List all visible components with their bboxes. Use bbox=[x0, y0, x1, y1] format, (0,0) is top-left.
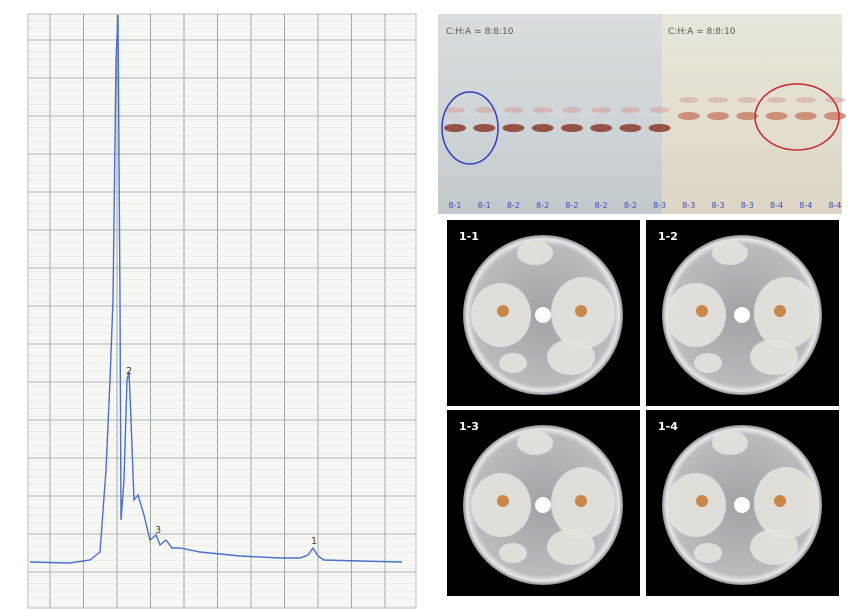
paper-grid bbox=[28, 14, 416, 608]
fungal-colony bbox=[754, 277, 818, 349]
fungal-colony bbox=[694, 543, 722, 563]
tlc-spot bbox=[560, 124, 583, 132]
lane-label: 8-4 bbox=[828, 201, 841, 210]
fungal-colony bbox=[666, 473, 726, 537]
fungal-colony bbox=[750, 529, 798, 565]
tlc-spot bbox=[502, 124, 525, 132]
tlc-spot bbox=[824, 112, 846, 120]
lane-label: 8-2 bbox=[536, 201, 549, 210]
tlc-spot bbox=[619, 124, 642, 132]
fungal-colony bbox=[754, 467, 818, 539]
peak-label: 2 bbox=[126, 366, 132, 377]
chromatogram-trace bbox=[29, 14, 403, 564]
fungal-colony bbox=[547, 339, 595, 375]
tlc-spot bbox=[561, 107, 582, 113]
tlc-header: C:H:A = 8:8:10 bbox=[446, 27, 514, 37]
tlc-spot bbox=[795, 97, 816, 103]
lane-label: 8-3 bbox=[682, 201, 695, 210]
tlc-header: C:H:A = 8:8:10 bbox=[668, 27, 736, 37]
lane-label: 8-2 bbox=[507, 201, 520, 210]
inoculum bbox=[575, 495, 587, 507]
inoculum bbox=[696, 495, 708, 507]
fungal-colony bbox=[712, 241, 748, 265]
tlc-spot bbox=[648, 124, 671, 132]
chart-paper bbox=[27, 13, 417, 609]
plate-label: 1-3 bbox=[459, 420, 479, 433]
fungal-colony bbox=[694, 353, 722, 373]
fungal-colony bbox=[499, 543, 527, 563]
tlc-spot bbox=[591, 107, 612, 113]
lane-label: 8-2 bbox=[595, 201, 608, 210]
lane-label: 8-2 bbox=[624, 201, 637, 210]
lane-label: 8-2 bbox=[565, 201, 578, 210]
plate-label: 1-2 bbox=[658, 230, 678, 243]
peak-label: 3 bbox=[155, 525, 161, 536]
lane-label: 8-4 bbox=[770, 201, 783, 210]
peak-label: 1 bbox=[311, 536, 317, 547]
tlc-spot bbox=[620, 107, 641, 113]
inoculum bbox=[696, 305, 708, 317]
lane-label: 8-3 bbox=[741, 201, 754, 210]
inoculum bbox=[575, 305, 587, 317]
fungal-colony bbox=[517, 431, 553, 455]
lane-label: 8-1 bbox=[478, 201, 491, 210]
tlc-spot bbox=[765, 112, 788, 120]
tlc-spot bbox=[473, 124, 496, 132]
tlc-spot bbox=[649, 107, 670, 113]
tlc-spot bbox=[532, 107, 553, 113]
tlc-spot bbox=[825, 97, 845, 103]
tlc-spot bbox=[503, 107, 524, 113]
paper-disc bbox=[734, 497, 750, 513]
lane-label: 8-1 bbox=[448, 201, 461, 210]
tlc-spot bbox=[445, 107, 465, 113]
plate-label: 1-4 bbox=[658, 420, 678, 433]
fungal-colony bbox=[547, 529, 595, 565]
inoculum bbox=[497, 495, 509, 507]
plate-label: 1-1 bbox=[459, 230, 479, 243]
tlc-spot bbox=[678, 97, 699, 103]
tlc-spot bbox=[531, 124, 554, 132]
red-circle bbox=[754, 83, 840, 151]
fungal-colony bbox=[517, 241, 553, 265]
tlc-spot bbox=[444, 124, 466, 132]
tlc-spot bbox=[707, 112, 730, 120]
lane-label: 8-3 bbox=[712, 201, 725, 210]
tlc-plate-left bbox=[438, 14, 662, 214]
tlc-spot bbox=[590, 124, 613, 132]
inoculum bbox=[774, 305, 786, 317]
lane-label: 8-3 bbox=[653, 201, 666, 210]
fungal-colony bbox=[712, 431, 748, 455]
tlc-spot bbox=[708, 97, 729, 103]
lane-label: 8-4 bbox=[799, 201, 812, 210]
tlc-spot bbox=[766, 97, 787, 103]
paper-disc bbox=[734, 307, 750, 323]
tlc-spot bbox=[794, 112, 817, 120]
fungal-colony bbox=[499, 353, 527, 373]
fungal-colony bbox=[666, 283, 726, 347]
tlc-spot bbox=[737, 97, 758, 103]
inoculum bbox=[774, 495, 786, 507]
fungal-colony bbox=[750, 339, 798, 375]
paper-disc bbox=[535, 497, 551, 513]
tlc-spot bbox=[736, 112, 759, 120]
blue-circle bbox=[441, 91, 499, 165]
inoculum bbox=[497, 305, 509, 317]
tlc-spot bbox=[677, 112, 700, 120]
paper-disc bbox=[535, 307, 551, 323]
tlc-spot bbox=[474, 107, 495, 113]
